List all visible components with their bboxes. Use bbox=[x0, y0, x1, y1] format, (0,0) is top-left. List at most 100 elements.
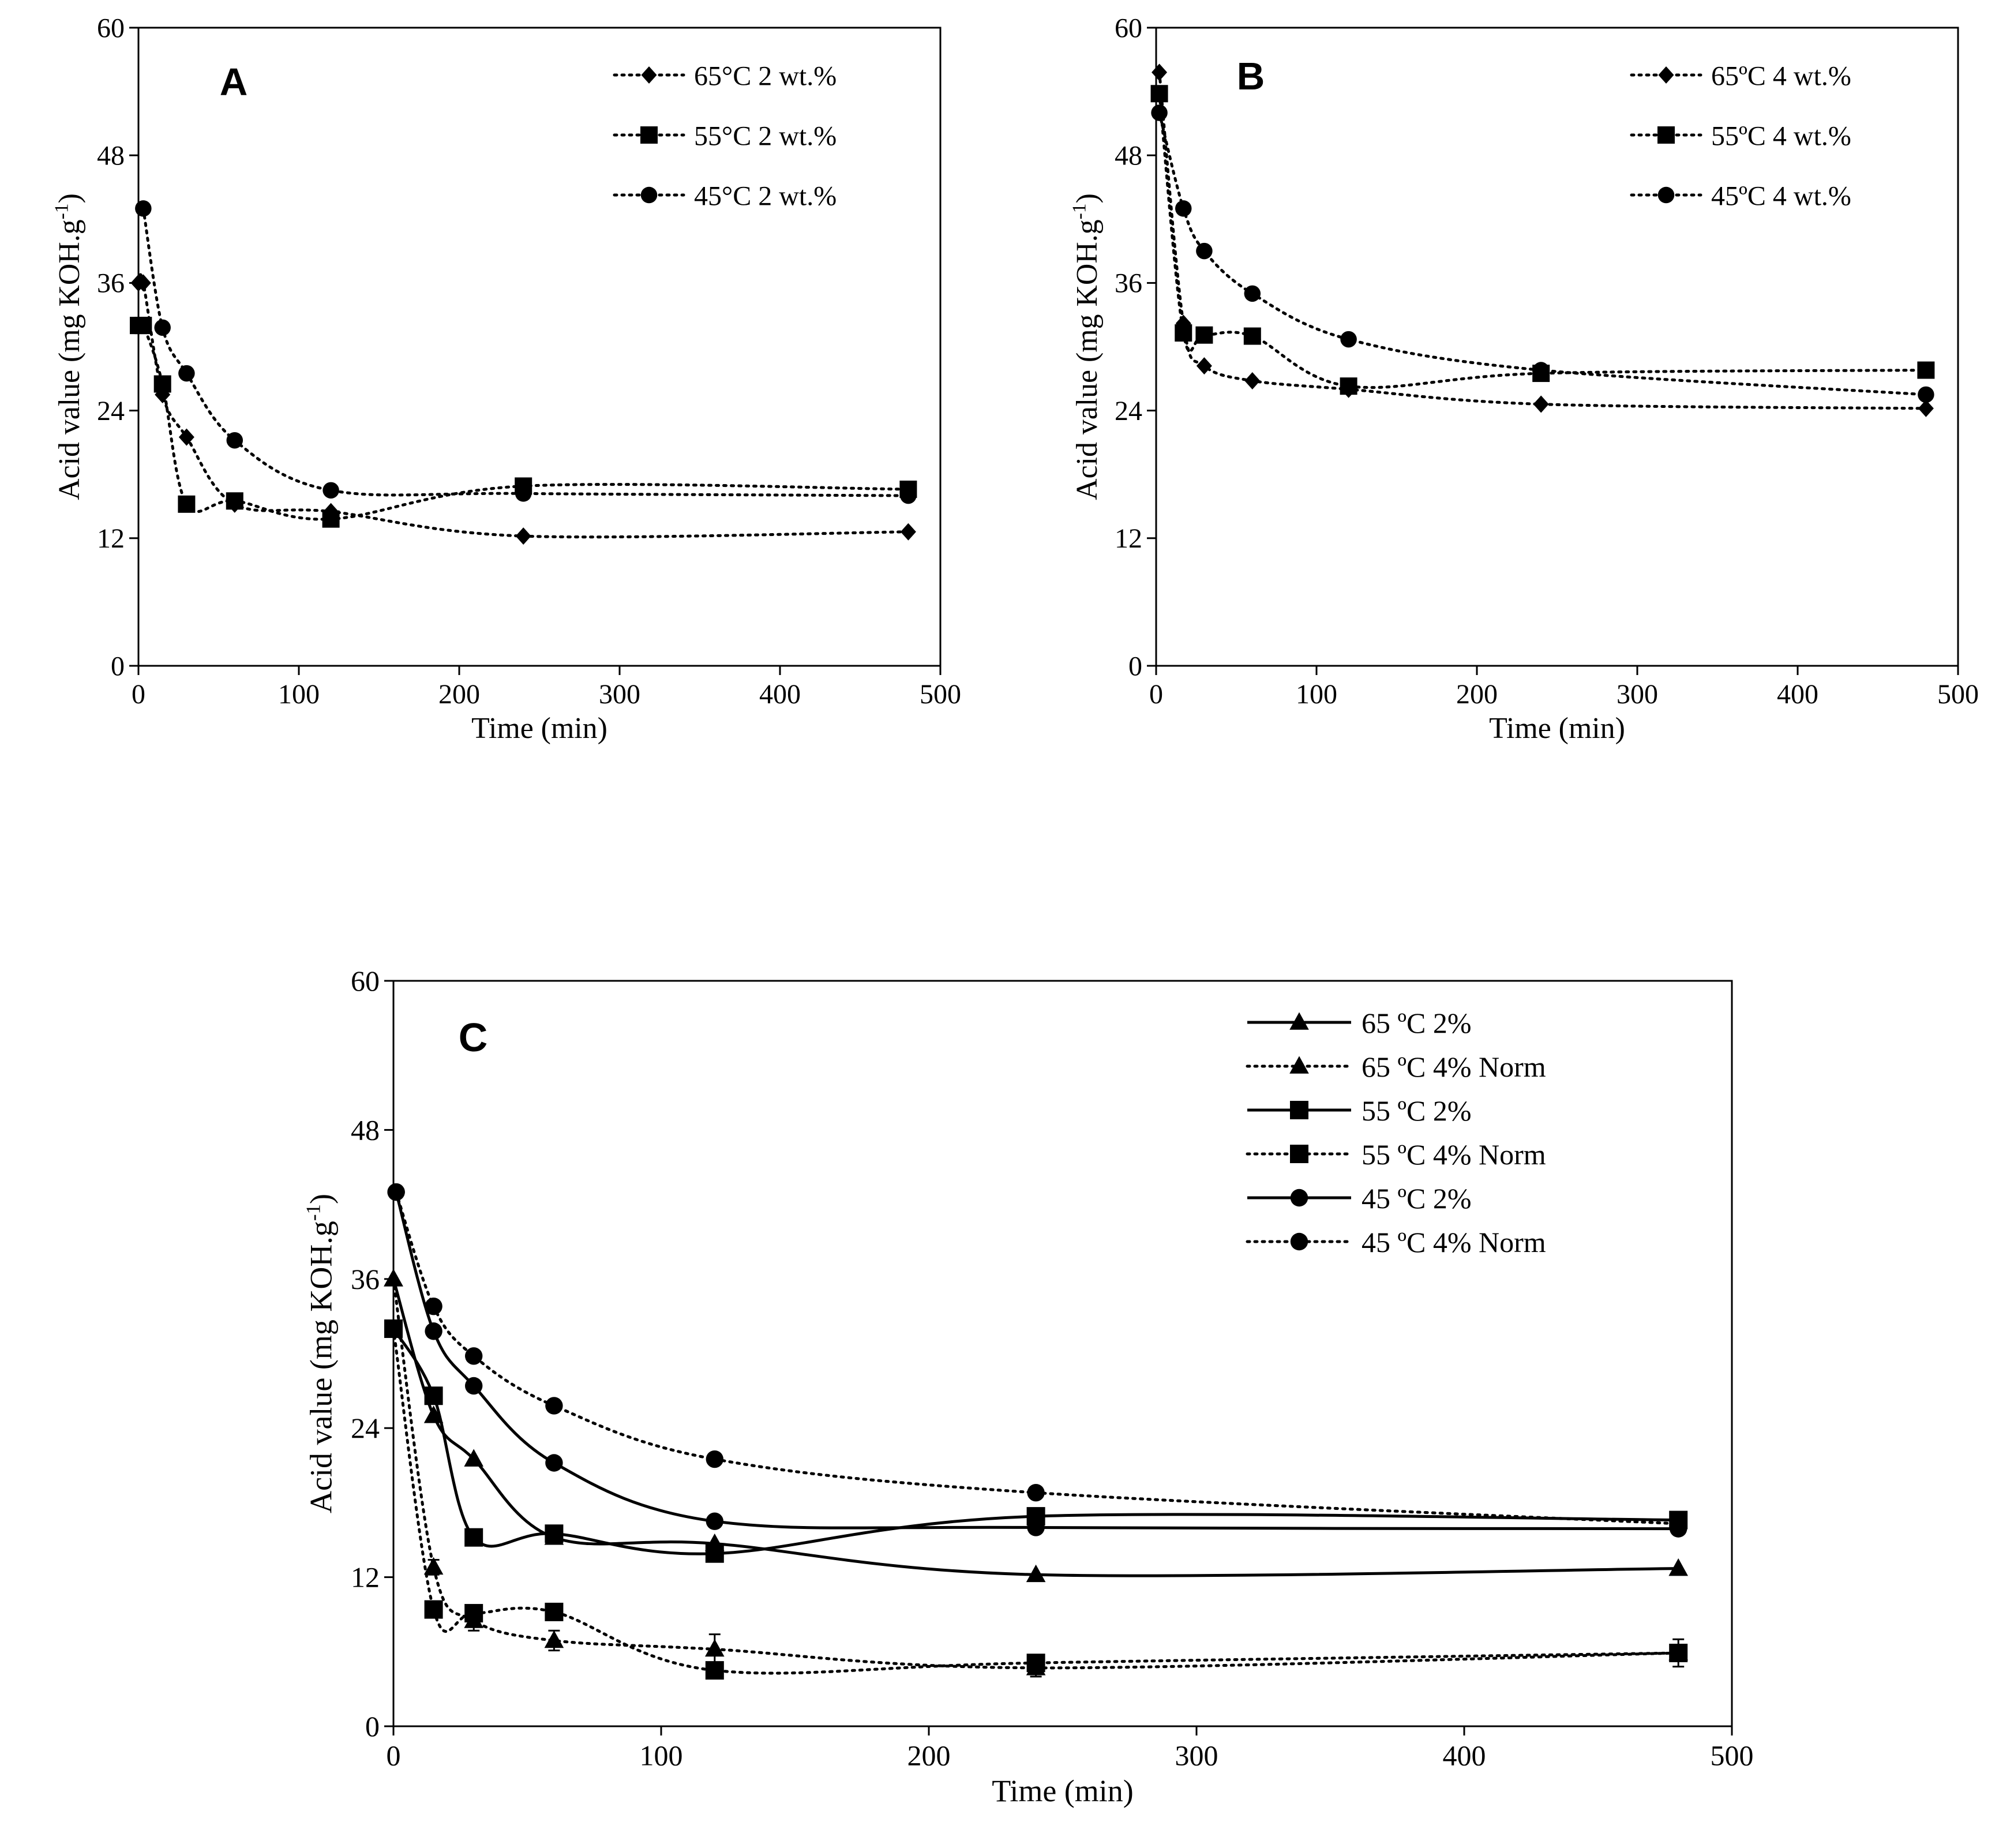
series-line bbox=[137, 273, 910, 539]
legend-marker bbox=[1290, 1145, 1308, 1163]
legend-marker bbox=[1657, 126, 1675, 144]
data-point bbox=[1027, 1519, 1045, 1536]
legend-entry: 65 ºC 2% bbox=[1247, 1007, 1472, 1039]
y-axis-label-main: Acid value (mg KOH.g bbox=[1071, 219, 1104, 500]
x-tick-label: 100 bbox=[278, 679, 320, 710]
x-axis-label: Time (min) bbox=[992, 1774, 1134, 1808]
data-point bbox=[464, 1604, 483, 1623]
y-tick-label: 12 bbox=[1115, 523, 1142, 554]
legend-entry: 45ºC 4 wt.% bbox=[1630, 181, 1851, 211]
data-point bbox=[387, 1183, 405, 1201]
x-tick-label: 500 bbox=[920, 679, 961, 710]
data-point bbox=[1244, 372, 1261, 389]
data-point bbox=[153, 375, 171, 393]
legend-marker bbox=[640, 186, 658, 204]
data-point bbox=[178, 495, 196, 513]
data-point bbox=[226, 492, 243, 510]
y-axis-label-close: ) bbox=[1071, 193, 1104, 203]
x-tick-label: 500 bbox=[1711, 1740, 1754, 1772]
y-tick-label: 60 bbox=[97, 13, 125, 43]
series-line bbox=[1158, 92, 1927, 389]
legend-marker bbox=[641, 66, 657, 84]
legend-marker bbox=[1290, 1189, 1308, 1207]
plot-frame bbox=[1155, 27, 1959, 667]
legend-label: 55°C 2 wt.% bbox=[694, 121, 837, 151]
data-point bbox=[1027, 1483, 1045, 1502]
legend-label: 45 ºC 4% Norm bbox=[1362, 1226, 1546, 1258]
data-point bbox=[1918, 399, 1934, 417]
legend-marker bbox=[640, 126, 658, 144]
data-point bbox=[1196, 357, 1212, 375]
y-axis-label-main: Acid value (mg KOH.g bbox=[53, 219, 86, 500]
y-tick-label: 12 bbox=[97, 523, 125, 554]
legend-label: 55 ºC 2% bbox=[1362, 1094, 1472, 1127]
panel-letter: C bbox=[459, 1015, 488, 1060]
y-tick-label: 12 bbox=[351, 1561, 380, 1594]
y-tick-label: 0 bbox=[111, 651, 125, 681]
data-point bbox=[384, 1319, 403, 1338]
data-point bbox=[515, 485, 532, 502]
data-point bbox=[1670, 1515, 1687, 1533]
legend-label: 45°C 2 wt.% bbox=[694, 181, 837, 211]
x-tick-label: 300 bbox=[1175, 1740, 1218, 1772]
legend-label: 65 ºC 2% bbox=[1362, 1007, 1472, 1039]
x-tick-label: 200 bbox=[907, 1740, 951, 1772]
series-3 bbox=[135, 200, 917, 504]
data-point bbox=[544, 1630, 564, 1648]
series-3 bbox=[1151, 104, 1934, 403]
y-tick-label: 24 bbox=[351, 1412, 380, 1444]
data-point bbox=[1532, 362, 1550, 378]
data-point bbox=[1175, 324, 1192, 342]
data-point bbox=[465, 1377, 483, 1395]
data-point bbox=[134, 317, 152, 335]
y-axis-label-close: ) bbox=[304, 1194, 339, 1204]
series-4 bbox=[384, 1319, 1688, 1680]
data-point bbox=[322, 510, 340, 528]
x-axis-label: Time (min) bbox=[1489, 712, 1625, 745]
y-axis-label: Acid value (mg KOH.g-1) bbox=[302, 1194, 339, 1513]
panel-c: 0 12 24 36 48 60 0 100 200 300 400 500 Time (min) Aci… bbox=[302, 965, 1754, 1808]
y-tick-label: 0 bbox=[1128, 651, 1142, 681]
legend-label: 65°C 2 wt.% bbox=[694, 61, 837, 91]
series-line bbox=[1158, 111, 1927, 396]
data-point bbox=[1026, 1654, 1045, 1673]
legend-label: 65 ºC 4% Norm bbox=[1362, 1051, 1546, 1083]
data-point bbox=[465, 1347, 483, 1365]
panel-letter: B bbox=[1237, 55, 1265, 98]
series-line bbox=[392, 1277, 1680, 1670]
data-point bbox=[1668, 1558, 1688, 1576]
data-point bbox=[1533, 395, 1549, 413]
legend-entry: 45 ºC 4% Norm bbox=[1246, 1226, 1546, 1258]
series-line bbox=[1158, 70, 1927, 410]
legend-marker bbox=[1290, 1101, 1308, 1119]
series-line bbox=[137, 320, 910, 521]
series-line bbox=[141, 207, 910, 497]
x-tick-label: 200 bbox=[438, 679, 480, 710]
data-point bbox=[1026, 1564, 1046, 1583]
data-point bbox=[178, 428, 194, 446]
x-axis-label: Time (min) bbox=[471, 712, 607, 745]
y-tick-label: 24 bbox=[1115, 396, 1142, 426]
y-tick-label: 36 bbox=[1115, 268, 1142, 299]
data-point bbox=[1196, 242, 1213, 260]
data-point bbox=[424, 1386, 443, 1405]
panel-a: 0 12 24 36 48 60 0 100 200 300 400 500 Time (min) Aci… bbox=[51, 13, 961, 744]
x-tick-label: 300 bbox=[599, 679, 640, 710]
x-tick-label: 300 bbox=[1617, 679, 1658, 710]
y-tick-label: 36 bbox=[97, 268, 125, 299]
data-point bbox=[425, 1297, 442, 1315]
plot-frame bbox=[392, 980, 1733, 1727]
legend-entry: 55°C 2 wt.% bbox=[613, 121, 837, 151]
data-point bbox=[424, 1600, 443, 1619]
x-tick-label: 400 bbox=[1443, 1740, 1486, 1772]
legend-entry: 45 ºC 2% bbox=[1247, 1182, 1472, 1214]
data-point bbox=[1244, 285, 1261, 302]
data-point bbox=[1151, 104, 1168, 121]
legend-entry: 55 ºC 2% bbox=[1247, 1094, 1472, 1127]
series-6 bbox=[387, 1183, 1687, 1533]
y-axis-label-superscript: -1 bbox=[51, 203, 73, 219]
x-tick-label: 0 bbox=[387, 1740, 401, 1772]
x-tick-label: 100 bbox=[1296, 679, 1337, 710]
legend-entry: 55ºC 4 wt.% bbox=[1630, 121, 1851, 151]
